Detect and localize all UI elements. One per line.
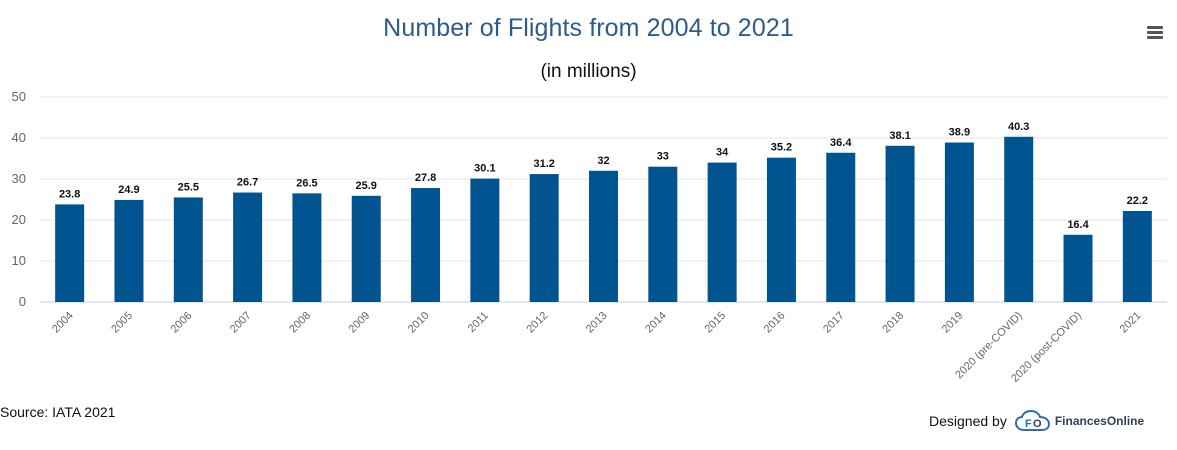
x-tick-label: 2019 bbox=[940, 310, 966, 336]
data-label: 27.8 bbox=[415, 172, 436, 184]
data-label: 31.2 bbox=[533, 158, 554, 170]
y-tick-label: 10 bbox=[12, 253, 26, 268]
brand-name: FinancesOnline bbox=[1054, 414, 1145, 428]
y-tick-label: 50 bbox=[12, 89, 26, 104]
brand-link[interactable]: F O FinancesOnline bbox=[1014, 410, 1145, 432]
bar bbox=[589, 170, 618, 302]
chart-subtitle: (in millions) bbox=[540, 61, 637, 82]
y-axis-tick-labels: 0 10 20 30 40 50 bbox=[12, 89, 26, 309]
hamburger-menu-icon[interactable] bbox=[1142, 20, 1168, 44]
bar bbox=[114, 199, 144, 302]
x-tick-label: 2013 bbox=[584, 310, 610, 336]
x-tick-label: 2012 bbox=[525, 310, 551, 336]
data-label: 35.2 bbox=[771, 142, 792, 154]
x-tick-label: 2021 bbox=[1118, 310, 1144, 336]
data-label: 40.3 bbox=[1008, 121, 1029, 133]
bar bbox=[292, 193, 322, 302]
data-label: 25.5 bbox=[178, 181, 199, 193]
data-label: 34 bbox=[716, 147, 729, 159]
bar bbox=[1063, 234, 1093, 302]
data-label: 32 bbox=[597, 155, 609, 167]
bar bbox=[1122, 210, 1152, 302]
data-label: 23.8 bbox=[59, 188, 80, 200]
x-tick-label: 2017 bbox=[821, 310, 847, 336]
data-label: 26.7 bbox=[237, 177, 258, 189]
data-label: 30.1 bbox=[474, 163, 495, 175]
data-label: 38.9 bbox=[949, 127, 970, 139]
bar bbox=[766, 157, 796, 302]
bar bbox=[944, 142, 974, 302]
data-label: 24.9 bbox=[118, 184, 139, 196]
bar bbox=[885, 145, 915, 302]
bar bbox=[233, 192, 263, 302]
data-label: 33 bbox=[657, 151, 669, 163]
chart-menu-button[interactable] bbox=[1142, 20, 1168, 44]
data-label: 38.1 bbox=[889, 130, 910, 142]
financesonline-logo-icon: F O bbox=[1014, 410, 1050, 431]
x-tick-label: 2010 bbox=[406, 310, 432, 336]
designed-by-credit: Designed by F O FinancesOnline bbox=[929, 409, 1144, 433]
bar bbox=[826, 152, 856, 302]
bars bbox=[55, 136, 1152, 302]
x-tick-label: 2007 bbox=[228, 310, 254, 336]
y-tick-label: 0 bbox=[19, 294, 26, 309]
bar bbox=[55, 204, 85, 302]
svg-text:O: O bbox=[1033, 418, 1042, 430]
x-axis-tick-labels: 2004 2005 2006 2007 2008 2009 2010 2011 2012 2013… bbox=[50, 310, 1143, 385]
data-label: 22.2 bbox=[1127, 195, 1148, 207]
bar bbox=[1004, 136, 1034, 302]
svg-text:F: F bbox=[1025, 418, 1032, 430]
bar-chart: 0 10 20 30 40 50 23.8 24.9 25.5 26.7 26.5 25.9 27.8… bbox=[12, 89, 1167, 385]
source-note: Source: IATA 2021 bbox=[0, 404, 116, 420]
x-tick-label: 2009 bbox=[347, 310, 373, 336]
x-tick-label: 2018 bbox=[880, 310, 906, 336]
data-label: 25.9 bbox=[356, 180, 377, 192]
bar bbox=[529, 174, 559, 302]
x-tick-label: 2005 bbox=[109, 310, 135, 336]
x-tick-label: 2015 bbox=[702, 310, 728, 336]
chart-title: Number of Flights from 2004 to 2021 bbox=[383, 14, 794, 42]
y-tick-label: 40 bbox=[12, 130, 26, 145]
bar bbox=[411, 188, 441, 302]
x-tick-label: 2014 bbox=[643, 310, 669, 336]
data-label: 16.4 bbox=[1067, 219, 1089, 231]
bar bbox=[648, 166, 678, 302]
x-tick-label: 2011 bbox=[466, 310, 491, 335]
x-tick-label: 2004 bbox=[50, 310, 76, 336]
bar bbox=[351, 195, 381, 302]
bar bbox=[173, 197, 203, 302]
y-tick-label: 30 bbox=[12, 171, 26, 186]
designed-by-label: Designed by bbox=[929, 413, 1007, 429]
bar bbox=[707, 162, 737, 302]
data-labels: 23.8 24.9 25.5 26.7 26.5 25.9 27.8 30.1 31.2 32 33… bbox=[59, 121, 1148, 231]
x-tick-label: 2006 bbox=[169, 310, 195, 336]
y-tick-label: 20 bbox=[12, 212, 26, 227]
x-tick-label: 2016 bbox=[762, 310, 788, 336]
bar bbox=[470, 178, 500, 302]
x-tick-label: 2008 bbox=[287, 310, 313, 336]
data-label: 26.5 bbox=[296, 177, 317, 189]
data-label: 36.4 bbox=[830, 137, 852, 149]
